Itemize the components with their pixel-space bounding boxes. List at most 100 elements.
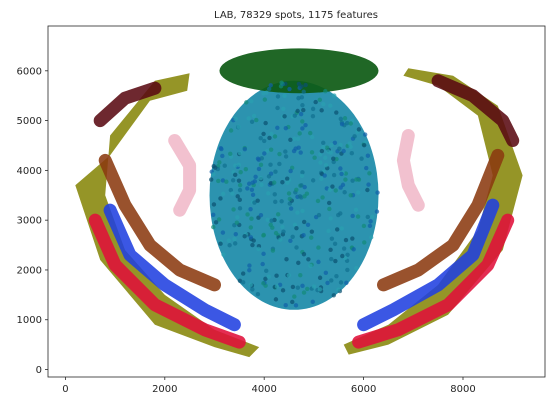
spot xyxy=(226,238,232,243)
spot xyxy=(309,229,315,234)
spot xyxy=(317,97,323,102)
spot xyxy=(263,276,268,282)
spot xyxy=(266,86,272,92)
spot xyxy=(295,108,300,114)
spot xyxy=(299,183,304,188)
spot xyxy=(274,284,280,289)
spot xyxy=(258,162,264,168)
spot xyxy=(220,230,226,235)
spot xyxy=(237,206,243,211)
spot xyxy=(317,287,323,292)
spot xyxy=(240,271,246,276)
spot xyxy=(268,83,273,88)
spot xyxy=(292,136,297,141)
spot xyxy=(309,235,314,240)
spot xyxy=(247,263,252,268)
spot xyxy=(262,151,267,156)
y-axis: 0 1000 2000 3000 4000 5000 6000 xyxy=(17,66,48,376)
spot xyxy=(258,175,264,181)
spot xyxy=(213,165,218,170)
spot xyxy=(331,156,336,161)
spot xyxy=(258,136,263,141)
spot xyxy=(237,151,243,156)
spot xyxy=(298,150,303,155)
spot xyxy=(261,251,266,257)
y-tick-label: 2000 xyxy=(17,265,42,276)
spot xyxy=(300,283,305,289)
spot xyxy=(218,241,223,246)
spot xyxy=(245,212,250,217)
spot xyxy=(317,275,323,280)
spot xyxy=(256,157,261,162)
spot xyxy=(334,227,340,232)
spot xyxy=(282,93,287,99)
spot xyxy=(231,207,236,212)
spot xyxy=(290,284,296,290)
y-tick-label: 1000 xyxy=(17,315,42,326)
spot xyxy=(302,184,307,190)
spot xyxy=(288,168,293,174)
spot xyxy=(241,280,246,285)
spot xyxy=(277,161,282,167)
spot xyxy=(322,173,327,178)
spot xyxy=(365,153,371,158)
chart-title: LAB, 78329 spots, 1175 features xyxy=(214,10,378,21)
spot xyxy=(236,178,242,183)
spot xyxy=(367,171,372,176)
spot xyxy=(285,176,290,181)
cortex-brown-left xyxy=(98,153,221,292)
spot xyxy=(216,217,222,222)
spot xyxy=(252,179,258,184)
spot xyxy=(362,240,367,245)
spot xyxy=(324,145,330,150)
spot xyxy=(248,235,254,240)
spot xyxy=(300,170,305,175)
spot xyxy=(227,243,232,248)
spot xyxy=(266,174,272,179)
spot xyxy=(326,149,331,154)
spot xyxy=(230,178,236,183)
spot xyxy=(273,169,278,174)
spot xyxy=(302,194,307,199)
spot xyxy=(359,156,364,161)
spot xyxy=(275,212,281,217)
spot xyxy=(274,273,279,278)
spot xyxy=(217,160,222,165)
spot xyxy=(218,196,223,201)
spot xyxy=(235,215,240,220)
spot xyxy=(273,230,279,236)
spot xyxy=(328,103,333,108)
cortex-blue-right xyxy=(357,198,500,332)
spot xyxy=(301,232,306,238)
spot xyxy=(236,162,242,167)
spot xyxy=(295,136,301,141)
spot xyxy=(323,162,329,168)
spot xyxy=(261,91,266,96)
spot xyxy=(340,253,345,259)
spot xyxy=(329,256,334,262)
spot xyxy=(321,144,326,150)
spot xyxy=(345,252,350,257)
spot xyxy=(354,265,359,271)
spot xyxy=(325,280,330,286)
spot xyxy=(242,234,247,239)
spot xyxy=(331,159,336,165)
spot xyxy=(264,268,269,274)
spot xyxy=(284,257,289,262)
spot xyxy=(280,180,285,185)
spot xyxy=(329,142,334,148)
spot xyxy=(288,137,293,142)
cortex-blue-left xyxy=(103,203,241,332)
spot xyxy=(249,216,254,221)
top-dark-green xyxy=(219,48,379,94)
spot xyxy=(329,236,335,241)
spot xyxy=(220,178,226,183)
spot xyxy=(209,177,214,182)
y-tick-label: 5000 xyxy=(17,116,42,127)
spot xyxy=(268,222,273,227)
spot xyxy=(347,141,352,146)
spot xyxy=(309,150,315,155)
spot xyxy=(233,231,238,237)
spot xyxy=(349,151,355,156)
spot xyxy=(294,245,299,250)
